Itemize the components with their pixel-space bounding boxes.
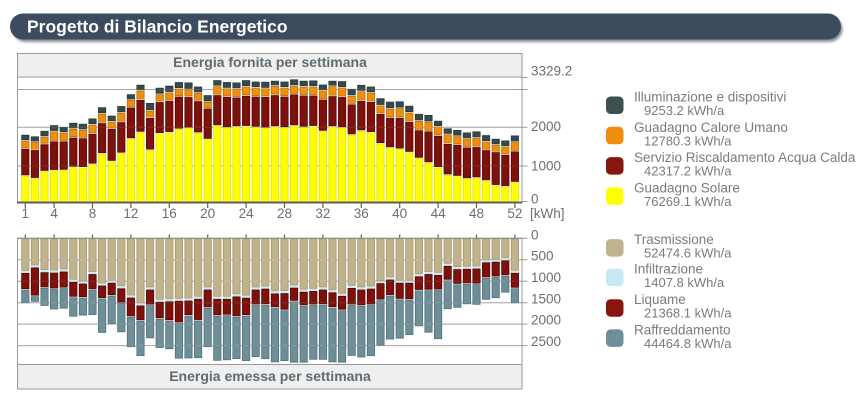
svg-text:Infiltrazione: Infiltrazione	[634, 262, 703, 277]
svg-text:Guadagno Solare: Guadagno Solare	[634, 180, 740, 195]
svg-text:12780.3 kWh/a: 12780.3 kWh/a	[644, 133, 732, 148]
svg-text:2000: 2000	[531, 313, 561, 328]
svg-text:3329.2: 3329.2	[531, 64, 572, 79]
svg-text:Liquame: Liquame	[634, 292, 686, 307]
svg-text:44464.8 kWh/a: 44464.8 kWh/a	[644, 336, 732, 351]
svg-text:12: 12	[123, 206, 138, 221]
svg-text:Illuminazione e dispositivi: Illuminazione e dispositivi	[634, 90, 786, 105]
svg-text:40: 40	[392, 206, 407, 221]
svg-text:44: 44	[431, 206, 447, 221]
svg-text:48: 48	[469, 206, 484, 221]
svg-text:4: 4	[50, 206, 58, 221]
svg-text:500: 500	[531, 248, 554, 263]
svg-text:[kWh]: [kWh]	[530, 206, 565, 221]
svg-text:9253.2 kWh/a: 9253.2 kWh/a	[644, 103, 725, 118]
svg-text:16: 16	[162, 206, 177, 221]
svg-text:Servizio Riscaldamento Acqua C: Servizio Riscaldamento Acqua Calda	[634, 150, 856, 165]
svg-text:Progetto di Bilancio Energetic: Progetto di Bilancio Energetico	[27, 17, 288, 37]
svg-text:Energia emessa per settimana: Energia emessa per settimana	[169, 368, 371, 384]
svg-text:20: 20	[200, 206, 215, 221]
svg-text:1500: 1500	[531, 291, 561, 306]
svg-text:52474.6 kWh/a: 52474.6 kWh/a	[644, 246, 732, 261]
svg-text:52: 52	[507, 206, 522, 221]
svg-text:76269.1 kWh/a: 76269.1 kWh/a	[644, 194, 732, 209]
svg-text:Trasmissione: Trasmissione	[634, 232, 714, 247]
svg-text:1407.8 kWh/a: 1407.8 kWh/a	[644, 275, 725, 290]
svg-text:28: 28	[277, 206, 292, 221]
svg-text:0: 0	[531, 228, 539, 243]
svg-text:Energia fornita per settimana: Energia fornita per settimana	[173, 54, 367, 70]
svg-text:1000: 1000	[531, 158, 561, 173]
svg-text:2500: 2500	[531, 334, 561, 349]
svg-text:8: 8	[89, 206, 97, 221]
svg-text:32: 32	[315, 206, 330, 221]
svg-text:1000: 1000	[531, 270, 561, 285]
svg-text:Raffreddamento: Raffreddamento	[634, 322, 731, 337]
svg-text:42317.2 kWh/a: 42317.2 kWh/a	[644, 164, 732, 179]
svg-text:36: 36	[354, 206, 369, 221]
svg-text:1: 1	[22, 206, 30, 221]
svg-text:21368.1 kWh/a: 21368.1 kWh/a	[644, 306, 732, 321]
svg-text:0: 0	[531, 192, 539, 207]
svg-text:24: 24	[239, 206, 255, 221]
svg-text:Guadagno Calore Umano: Guadagno Calore Umano	[634, 120, 788, 135]
svg-text:2000: 2000	[531, 119, 561, 134]
